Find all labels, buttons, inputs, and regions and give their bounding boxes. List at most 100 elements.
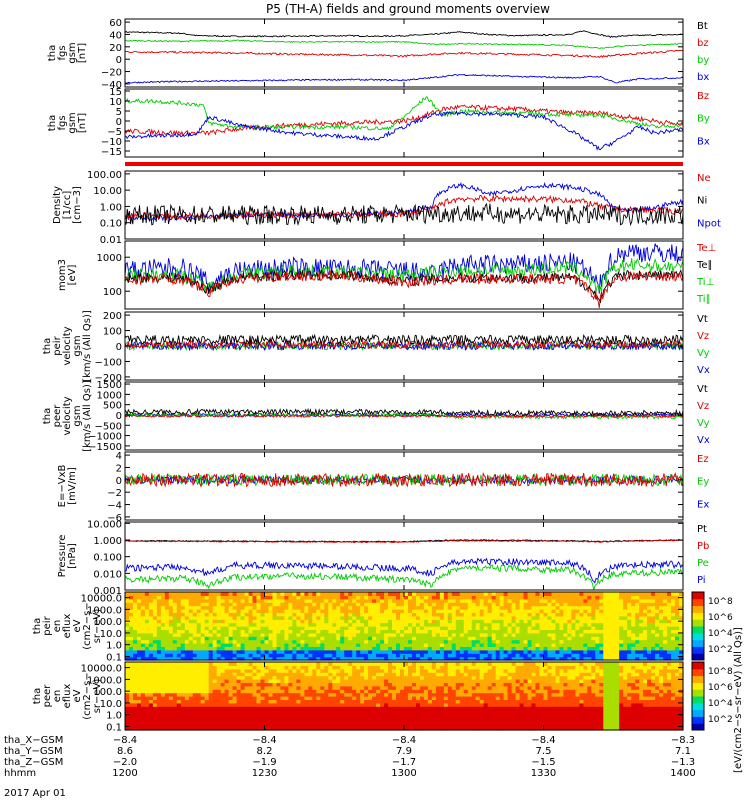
spectrogram-cell (180, 713, 186, 717)
spectrogram-cell (176, 598, 182, 603)
spectrogram-cell (667, 643, 672, 647)
spectrogram-cell (587, 619, 592, 624)
spectrogram-cell (583, 605, 588, 610)
spectrogram-cell (133, 615, 138, 620)
spectrogram-cell (236, 629, 242, 634)
spectrogram-cell (567, 646, 572, 651)
spectrogram-cell (360, 656, 365, 661)
spectrogram-cell (356, 679, 361, 683)
spectrogram-cell (204, 665, 210, 670)
spectrogram-cell (563, 632, 568, 637)
spectrogram-cell (344, 665, 349, 670)
spectrogram-cell (663, 598, 668, 603)
spectrogram-cell (595, 653, 600, 658)
spectrogram-cell (615, 649, 620, 654)
spectrogram-cell (200, 602, 206, 607)
spectrogram-cell (292, 649, 297, 654)
spectrogram-cell (575, 598, 580, 603)
spectrogram-cell (583, 639, 588, 644)
spectrogram-cell (364, 605, 369, 610)
spectrogram-cell (396, 709, 401, 714)
spectrogram-cell (144, 629, 150, 634)
spectrogram-cell (431, 626, 437, 630)
spectrogram-cell (404, 716, 409, 721)
spectrogram-cell (288, 682, 293, 687)
spectrogram-cell (467, 723, 473, 728)
spectrogram-cell (192, 622, 198, 627)
spectrogram-cell (348, 622, 353, 627)
spectrogram-cell (392, 602, 397, 607)
spectrogram-cell (659, 653, 664, 658)
spectrogram-cell (643, 605, 648, 610)
spectrogram-cell (579, 629, 584, 634)
spectrogram-cell (368, 689, 373, 694)
spectrogram-cell (336, 619, 341, 624)
spectrogram-cell (392, 716, 397, 721)
spectrogram-cell (308, 665, 313, 670)
spectrogram-cell (467, 692, 473, 697)
spectrogram-cell (188, 626, 194, 630)
spectrogram-cell (463, 615, 469, 620)
spectrogram-cell (388, 602, 393, 607)
spectrogram-cell (631, 643, 636, 647)
spectrogram-cell (443, 643, 449, 647)
spectrogram-cell (447, 675, 453, 680)
spectrogram-cell (336, 653, 341, 658)
spectrogram-cell (443, 692, 449, 697)
spectrogram-cell (639, 592, 644, 596)
spectrogram-cell (563, 612, 568, 617)
spectrogram-cell (615, 639, 620, 644)
spectrogram-cell (527, 649, 533, 654)
spectrogram-cell (340, 615, 345, 620)
spectrogram-cell (555, 626, 561, 630)
spectrogram-cell (200, 615, 206, 620)
spectrogram-cell (423, 665, 429, 670)
spectrogram-cell (340, 622, 345, 627)
spectrogram-cell (129, 689, 134, 694)
spectrogram-cell (204, 595, 210, 600)
spectrogram-cell (288, 696, 293, 700)
spectrogram-cell (256, 716, 262, 721)
spectrogram-cell (316, 719, 321, 724)
spectrogram-cell (423, 653, 429, 658)
spectrogram-cell (316, 706, 321, 711)
spectrogram-cell (284, 685, 289, 690)
spectrogram-cell (252, 605, 258, 610)
spectrogram-cell (160, 632, 166, 637)
spectrogram-cell (308, 595, 313, 600)
spectrogram-cell (272, 696, 278, 700)
spectrogram-cell (459, 639, 465, 644)
spectrogram-cell (236, 702, 242, 707)
spectrogram-cell (360, 612, 365, 617)
spectrogram-cell (447, 665, 453, 670)
spectrogram-cell (308, 592, 313, 596)
spectrogram-cell (212, 665, 218, 670)
spectrogram-cell (284, 595, 289, 600)
spectrogram-cell (631, 639, 636, 644)
spectrogram-cell (284, 656, 289, 661)
spectrogram-cell (256, 649, 262, 654)
spectrogram-cell (659, 636, 664, 641)
spectrogram-cell (332, 672, 337, 677)
spectrogram-cell (579, 602, 584, 607)
spectrogram-cell (396, 643, 401, 647)
spectrogram-cell (336, 668, 341, 673)
spectrogram-cell (535, 612, 541, 617)
spectrogram-cell (344, 689, 349, 694)
spectrogram-cell (320, 723, 325, 728)
spectrogram-cell (487, 636, 493, 641)
spectrogram-cell (511, 619, 517, 624)
spectrogram-cell (340, 629, 345, 634)
y-tick-label: 0 (116, 342, 122, 353)
spectrogram-cell (125, 685, 130, 690)
spectrogram-cell (416, 685, 421, 690)
spectrogram-cell (125, 632, 130, 637)
spectrogram-cell (200, 699, 206, 704)
spectrogram-cell (679, 598, 684, 603)
spectrogram-cell (296, 682, 301, 687)
spectrogram-cell (388, 632, 393, 637)
spectrogram-cell (192, 629, 198, 634)
spectrogram-cell (332, 643, 337, 647)
spectrogram-cell (511, 656, 517, 661)
spectrogram-cell (639, 619, 644, 624)
